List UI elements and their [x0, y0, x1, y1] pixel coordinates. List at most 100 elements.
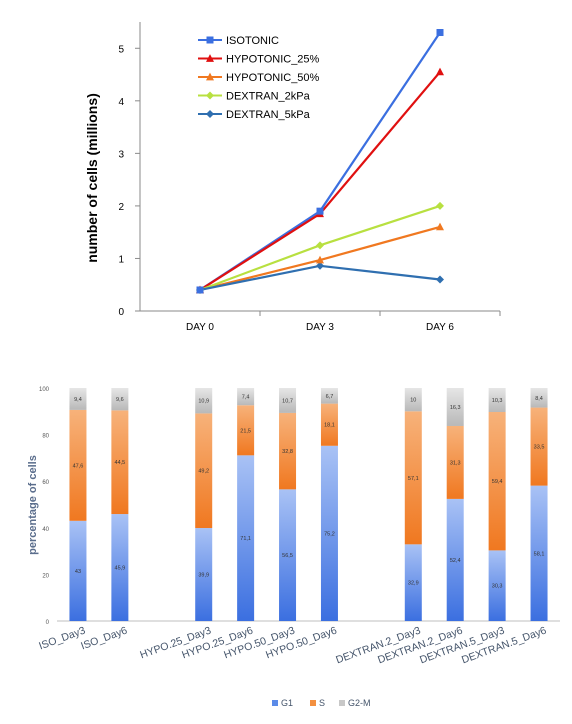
bar-chart-y-tick-label: 60 — [42, 480, 49, 486]
bar-segment-s-dextran-2-day6 — [446, 425, 464, 499]
legend-entry-hypotonic-50: HYPOTONIC_50% — [198, 72, 320, 84]
legend-marker — [206, 110, 214, 118]
bar-stack-hypo-50-day6: 75,2 18,1 6,7 — [320, 388, 338, 621]
bar-value-label-g2-m: 8,4 — [535, 396, 543, 402]
bar-stack-dextran-2-day6: 52,4 31,3 16,3 — [446, 388, 464, 621]
legend-entry-s: S — [310, 698, 325, 708]
bar-segment-s-dextran-2-day3 — [404, 411, 422, 545]
legend-swatch — [272, 700, 278, 706]
bar-chart-y-tick-label: 40 — [42, 527, 49, 533]
legend-label: DEXTRAN_2kPa — [226, 91, 311, 103]
bar-value-label-s: 18,1 — [324, 423, 335, 429]
bar-value-label-s: 21,5 — [240, 428, 251, 434]
legend-label: ISOTONIC — [226, 35, 279, 47]
legend-label: G1 — [281, 698, 293, 708]
bar-segment-g1-dextran-2-day6 — [446, 498, 464, 621]
bar-value-label-s: 49,2 — [198, 469, 209, 475]
legend-entry-dextran-5kpa: DEXTRAN_5kPa — [198, 109, 311, 121]
bar-chart-x-tick-label: ISO_Day6 — [79, 624, 129, 652]
bar-segment-g2-m-dextran-2-day3 — [404, 388, 422, 412]
bar-chart-y-tick-label: 0 — [46, 620, 50, 626]
bar-value-label-g1: 58,1 — [534, 551, 545, 557]
bar-segment-g1-dextran-2-day3 — [404, 544, 422, 621]
bar-segment-s-dextran-5-day3 — [488, 411, 506, 551]
bar-stack-hypo-25-day6: 71,1 21,5 7,4 — [237, 388, 255, 621]
bar-segment-g2-m-hypo-25-day6 — [237, 388, 255, 406]
bar-value-label-g2-m: 10,3 — [492, 398, 503, 404]
bar-value-label-g2-m: 10,9 — [198, 399, 209, 405]
line-chart-x-tick-label: DAY 3 — [306, 322, 334, 333]
bar-segment-g2-m-dextran-5-day6 — [530, 388, 548, 408]
line-chart: 0 1 2 3 4 5 DAY 0 DAY 3 DAY 6 ISOTONIC HYPOTONIC… — [84, 22, 501, 333]
line-chart-y-tick-label: 5 — [118, 44, 124, 55]
bar-value-label-g1: 32,9 — [408, 581, 419, 587]
bar-segment-s-dextran-5-day6 — [530, 407, 548, 486]
bar-stack-hypo-50-day3: 56,5 32,8 10,7 — [279, 388, 297, 621]
data-point-hypotonic-50-day-6 — [436, 222, 444, 231]
legend-label: S — [319, 698, 325, 708]
bar-segment-s-hypo-50-day6 — [320, 403, 338, 446]
bar-segment-s-hypo-25-day6 — [237, 405, 255, 456]
data-point-dextran-2kpa-day-6 — [436, 201, 444, 210]
bar-chart-y-axis-label: percentage of cells — [27, 455, 39, 555]
bar-segment-s-hypo-25-day3 — [195, 413, 213, 529]
legend-entry-isotonic: ISOTONIC — [198, 35, 279, 47]
legend-marker — [206, 54, 214, 62]
bar-stack-dextran-5-day6: 58,1 33,5 8,4 — [530, 388, 548, 621]
bar-value-label-s: 59,4 — [492, 479, 503, 485]
bar-stack-dextran-5-day3: 30,3 59,4 10,3 — [488, 388, 506, 621]
data-point-hypotonic-50-day-3 — [316, 255, 324, 264]
bar-value-label-g1: 71,1 — [240, 536, 251, 542]
bar-value-label-g2-m: 10 — [410, 398, 416, 404]
bar-value-label-g1: 45,9 — [115, 566, 126, 572]
bar-value-label-g2-m: 9,4 — [74, 397, 82, 403]
bar-value-label-g2-m: 9,6 — [116, 397, 124, 403]
legend-label: G2-M — [348, 698, 371, 708]
bar-value-label-g1: 52,4 — [450, 558, 461, 564]
legend-label: DEXTRAN_5kPa — [226, 109, 311, 121]
line-chart-y-tick-label: 4 — [118, 97, 124, 108]
line-chart-y-tick-label: 2 — [118, 202, 124, 213]
bar-value-label-s: 57,1 — [408, 476, 419, 482]
data-point-isotonic-day-3 — [316, 207, 324, 215]
data-point-dextran-5kpa-day-6 — [436, 275, 444, 284]
data-point-hypotonic-25-day-6 — [436, 67, 444, 76]
legend-label: HYPOTONIC_50% — [226, 72, 320, 84]
bar-segment-g1-iso-day3 — [69, 520, 87, 621]
line-chart-series — [196, 29, 444, 294]
bar-segment-g2-m-hypo-50-day6 — [320, 388, 338, 404]
bar-chart-bars: 43 47,6 9,4 45,9 44,5 9,6 39,9 49,2 10,9 71,1 21,5… — [69, 388, 548, 621]
legend-entry-g2-m: G2-M — [339, 698, 371, 708]
bar-chart-x-tick-label: ISO_Day3 — [37, 624, 87, 652]
bar-value-label-g2-m: 16,3 — [450, 405, 461, 411]
line-chart-y-tick-label: 1 — [118, 254, 124, 265]
bar-value-label-s: 32,8 — [282, 449, 293, 455]
line-chart-y-axis-label: number of cells (millions) — [84, 93, 100, 263]
line-chart-y-tick-label: 3 — [118, 149, 124, 160]
bar-chart-y-tick-label: 100 — [39, 387, 50, 393]
line-chart-axes — [139, 22, 500, 312]
legend-entry-hypotonic-25: HYPOTONIC_25% — [198, 54, 320, 66]
bar-segment-g2-m-dextran-5-day3 — [488, 388, 506, 412]
bar-stack-hypo-25-day3: 39,9 49,2 10,9 — [195, 388, 213, 621]
bar-value-label-s: 44,5 — [115, 460, 126, 466]
legend-swatch — [339, 700, 345, 706]
bar-segment-g1-hypo-50-day3 — [279, 489, 297, 621]
bar-segment-g1-iso-day6 — [111, 514, 129, 621]
data-point-dextran-5kpa-day-3 — [316, 261, 324, 270]
line-chart-y-ticks: 0 1 2 3 4 5 — [118, 44, 140, 318]
legend-marker — [206, 72, 214, 81]
bar-value-label-s: 31,3 — [450, 460, 461, 466]
line-chart-legend: ISOTONIC HYPOTONIC_25% HYPOTONIC_50% DEXTRA… — [198, 35, 320, 121]
bar-segment-s-iso-day3 — [69, 409, 87, 521]
bar-chart-y-ticks: 0 20 40 60 80 100 — [39, 387, 50, 626]
bar-stack-iso-day3: 43 47,6 9,4 — [69, 388, 87, 621]
bar-value-label-g1: 43 — [75, 569, 81, 575]
bar-stack-dextran-2-day3: 32,9 57,1 10 — [404, 388, 422, 621]
bar-chart-y-tick-label: 20 — [42, 573, 49, 579]
legend-entry-dextran-2kpa: DEXTRAN_2kPa — [198, 91, 311, 103]
bar-segment-g1-dextran-5-day6 — [530, 485, 548, 621]
line-chart-y-tick-label: 0 — [118, 307, 124, 318]
